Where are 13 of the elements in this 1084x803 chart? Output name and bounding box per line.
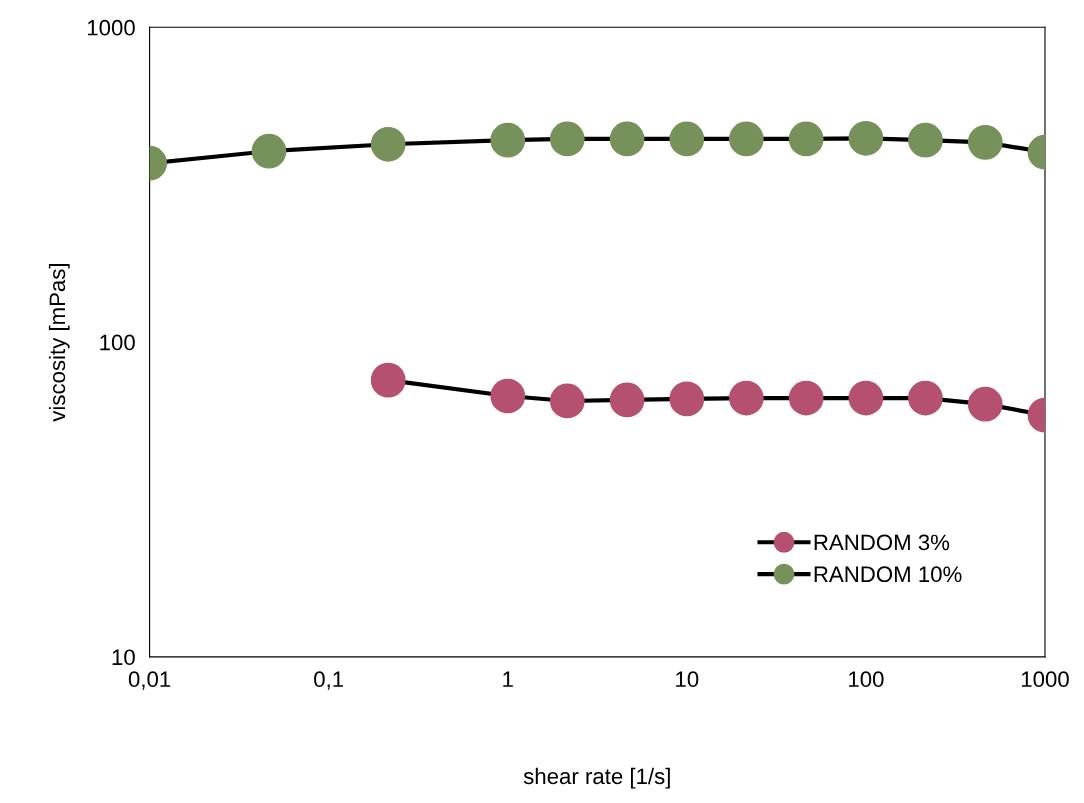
y-tick-label: 1000 (87, 19, 135, 36)
x-tick-label: 0,01 (128, 671, 171, 690)
x-tick-label: 100 (849, 671, 884, 688)
x-axis-title: shear rate [1/s] (523, 767, 670, 789)
x-tick-label: 10 (676, 671, 699, 688)
legend-label: RANDOM 3% (814, 534, 950, 551)
x-tick-label: 0,1 (314, 671, 344, 690)
y-tick-label: 100 (100, 334, 135, 351)
legend-label: RANDOM 10% (814, 566, 962, 583)
x-tick-label: 1 (503, 671, 513, 687)
y-tick-label: 10 (112, 649, 135, 666)
x-tick-label: 1000 (1021, 671, 1069, 688)
y-axis-title: viscosity [mPas] (48, 264, 70, 422)
